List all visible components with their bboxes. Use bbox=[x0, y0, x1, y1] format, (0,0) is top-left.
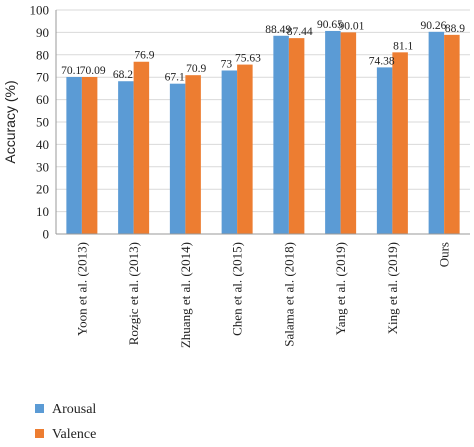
bar-valence-6 bbox=[392, 52, 408, 234]
bar-arousal-5 bbox=[325, 30, 341, 234]
y-tick-label: 30 bbox=[36, 159, 49, 174]
bar-arousal-1 bbox=[118, 81, 134, 235]
data-label-arousal: 68.2 bbox=[113, 69, 133, 81]
data-label-arousal: 73 bbox=[221, 58, 233, 70]
y-tick-label: 80 bbox=[36, 47, 49, 62]
data-label-arousal: 90.65 bbox=[317, 19, 343, 31]
x-axis-categories: Yoon et al. (2013) Rozgic et al. (2013) Zh… bbox=[74, 242, 451, 348]
x-category-label: Yang et al. (2019) bbox=[333, 242, 348, 335]
x-category-label: Chen et al. (2015) bbox=[230, 242, 245, 336]
data-label-valence: 81.1 bbox=[393, 40, 413, 52]
y-axis-label: Accuracy (%) bbox=[2, 80, 18, 163]
x-category-label: Rozgic et al. (2013) bbox=[126, 242, 141, 345]
data-label-valence: 90.01 bbox=[338, 20, 364, 32]
y-tick-label: 0 bbox=[43, 227, 50, 242]
bar-valence-7 bbox=[444, 34, 460, 234]
bar-arousal-3 bbox=[221, 70, 238, 234]
legend-label-arousal: Arousal bbox=[52, 402, 96, 417]
data-label-valence: 87.44 bbox=[287, 26, 313, 38]
data-label-valence: 75.63 bbox=[235, 53, 261, 65]
legend: Arousal Valence bbox=[35, 402, 96, 442]
data-label-arousal: 70.1 bbox=[61, 65, 81, 77]
data-label-valence: 88.9 bbox=[445, 23, 465, 35]
bar-valence-4 bbox=[288, 38, 305, 234]
y-tick-label: 50 bbox=[36, 115, 49, 130]
bar-arousal-0 bbox=[66, 76, 82, 234]
data-label-valence: 70.9 bbox=[186, 63, 206, 75]
y-tick-label: 90 bbox=[36, 25, 49, 40]
bar-valence-5 bbox=[340, 32, 357, 235]
y-tick-label: 10 bbox=[36, 204, 49, 219]
y-axis-ticks: 0 10 20 30 40 50 60 70 80 90 100 bbox=[30, 3, 50, 242]
data-label-valence: 76.9 bbox=[134, 50, 154, 62]
y-tick-label: 20 bbox=[36, 182, 49, 197]
bar-arousal-6 bbox=[376, 67, 393, 235]
x-category-label: Salama et al. (2018) bbox=[281, 242, 296, 347]
legend-swatch-valence bbox=[35, 429, 44, 438]
data-label-arousal: 88.49 bbox=[265, 24, 291, 36]
x-category-label: Ours bbox=[437, 242, 452, 267]
bar-arousal-4 bbox=[273, 35, 289, 235]
y-tick-label: 60 bbox=[36, 92, 49, 107]
bar-arousal-7 bbox=[428, 31, 445, 235]
bar-valence-1 bbox=[133, 61, 150, 234]
x-category-label: Yoon et al. (2013) bbox=[74, 242, 89, 336]
y-tick-label: 40 bbox=[36, 137, 49, 152]
data-label-arousal: 90.26 bbox=[420, 20, 446, 32]
y-tick-label: 100 bbox=[30, 3, 50, 18]
legend-swatch-arousal bbox=[35, 404, 44, 413]
y-tick-label: 70 bbox=[36, 70, 49, 85]
bar-valence-3 bbox=[237, 64, 253, 234]
x-category-label: Zhuang et al. (2014) bbox=[178, 242, 193, 348]
data-labels: 70.170.09 68.276.9 67.170.9 73 75.63 88.4987.… bbox=[61, 19, 465, 84]
x-category-label: Xing et al. (2019) bbox=[385, 242, 400, 334]
legend-label-valence: Valence bbox=[52, 427, 96, 442]
bar-valence-0 bbox=[81, 76, 98, 234]
data-label-arousal: 74.38 bbox=[369, 55, 395, 67]
bars bbox=[66, 30, 460, 235]
data-label-valence: 70.09 bbox=[80, 65, 106, 77]
bar-valence-2 bbox=[185, 75, 201, 235]
bar-arousal-2 bbox=[169, 83, 186, 234]
data-label-arousal: 67.1 bbox=[165, 72, 185, 84]
